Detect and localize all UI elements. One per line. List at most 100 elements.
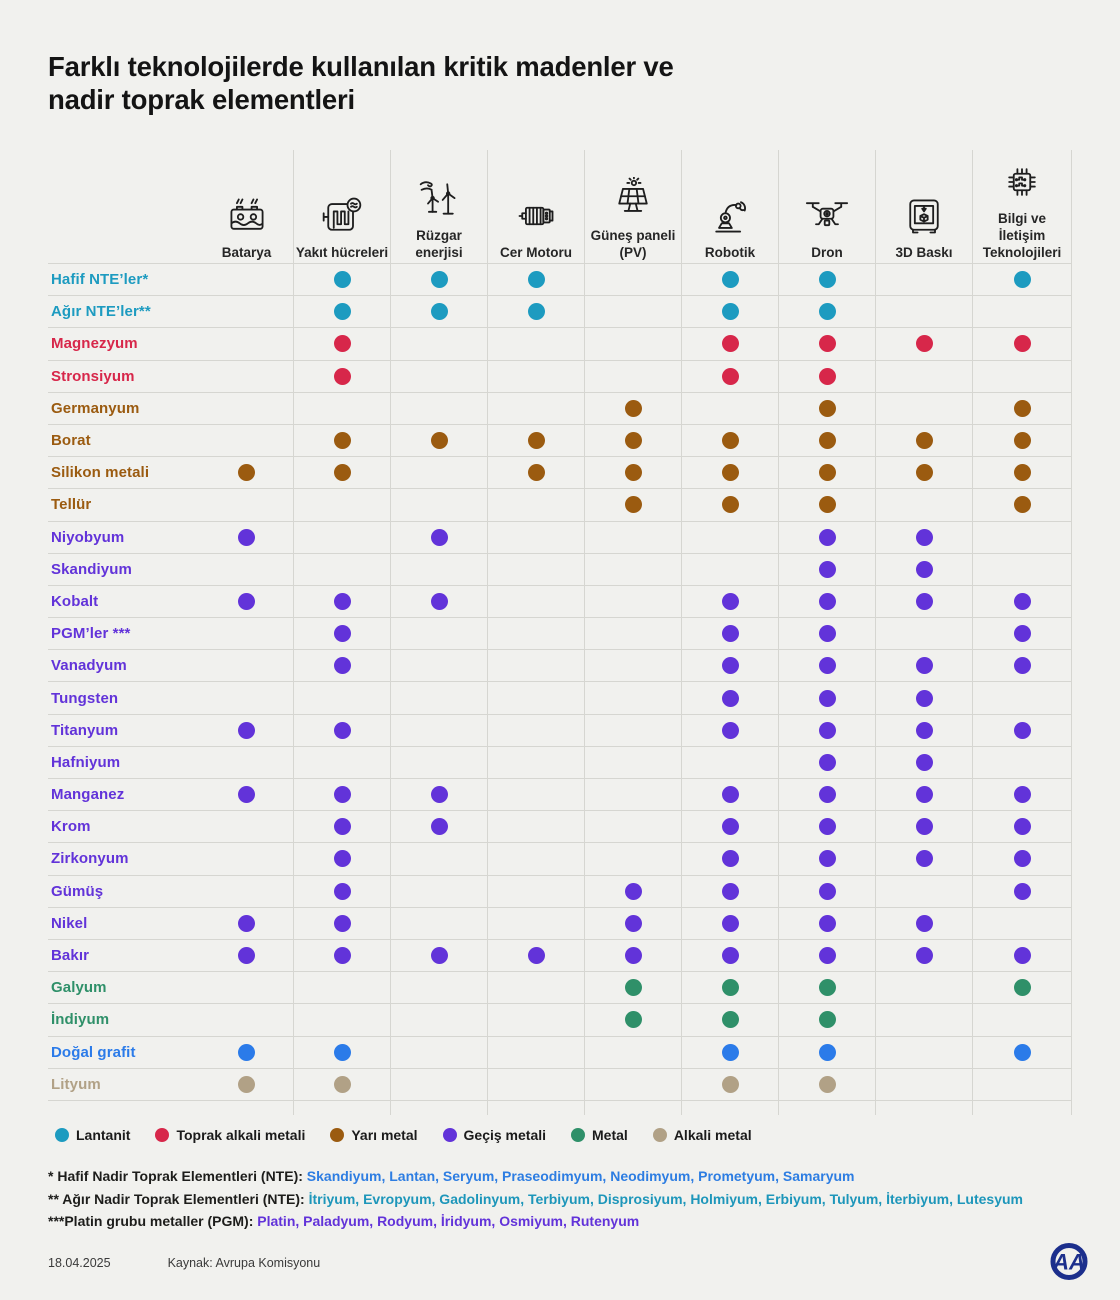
- matrix-cell: [972, 650, 1072, 682]
- matrix-cell: [778, 1004, 875, 1036]
- usage-dot: [818, 625, 836, 643]
- row-label: Tellür: [51, 496, 92, 514]
- usage-dot: [915, 786, 933, 804]
- matrix-cell: [875, 296, 972, 328]
- header-spacer: [48, 150, 200, 268]
- matrix-cell: [200, 876, 293, 907]
- usage-dot: [721, 947, 739, 965]
- matrix-cell: [487, 972, 584, 1004]
- matrix-cell: [293, 714, 390, 746]
- row-label: Niyobyum: [51, 528, 125, 546]
- matrix-cell: [778, 1036, 875, 1068]
- usage-dot: [238, 528, 255, 546]
- column-label: Yakıt hücreleri: [295, 244, 389, 260]
- table-row: Galyum: [48, 972, 1072, 1005]
- usage-dot: [915, 528, 933, 546]
- usage-dot: [333, 882, 351, 900]
- matrix-cell: [293, 360, 390, 392]
- matrix-cell: [293, 1100, 390, 1115]
- matrix-cell: [778, 392, 875, 424]
- matrix-cell: [390, 682, 487, 714]
- matrix-cell: [487, 424, 584, 457]
- matrix-cell: [487, 457, 584, 489]
- matrix-cell: [293, 939, 390, 972]
- matrix-cell: [584, 1068, 681, 1100]
- footnotes: * Hafif Nadir Toprak Elementleri (NTE): …: [48, 1165, 1023, 1233]
- column-header-bilgi: Bilgi ve İletişim Teknolojileri: [972, 150, 1072, 268]
- usage-dot: [238, 1075, 255, 1093]
- table-row: Germanyum: [48, 392, 1072, 425]
- legend-label: Toprak alkali metali: [176, 1127, 306, 1143]
- matrix-cell: [681, 1100, 778, 1115]
- matrix-cell: [584, 811, 681, 843]
- usage-dot: [915, 464, 933, 482]
- minerals-technology-matrix: Batarya Yakıt hücreleri Rüzgar enerjisi Cer…: [48, 150, 1072, 1115]
- matrix-cell: [584, 264, 681, 296]
- matrix-cell: [200, 522, 293, 553]
- usage-dot: [818, 271, 836, 289]
- table-row: Silikon metali: [48, 457, 1072, 490]
- column-label: Cer Motoru: [500, 244, 572, 260]
- usage-dot: [527, 947, 545, 965]
- usage-dot: [721, 818, 739, 836]
- footnote-prefix: * Hafif Nadir Toprak Elementleri (NTE):: [48, 1168, 307, 1184]
- matrix-cell: [584, 424, 681, 457]
- matrix-cell: [390, 392, 487, 424]
- matrix-cell: [200, 908, 293, 939]
- row-label: Krom: [51, 818, 91, 836]
- column-header-cer: Cer Motoru: [487, 150, 584, 268]
- matrix-cell: [390, 521, 487, 553]
- usage-dot: [1013, 625, 1031, 643]
- usage-dot: [624, 464, 642, 482]
- matrix-cell: [200, 1004, 293, 1035]
- row-label: Kobalt: [51, 592, 99, 610]
- matrix-cell: [200, 618, 293, 649]
- matrix-cell: [875, 875, 972, 907]
- legend-label: Metal: [592, 1127, 628, 1143]
- matrix-cell: [584, 746, 681, 778]
- matrix-cell: [972, 875, 1072, 907]
- column-label: Batarya: [221, 244, 272, 260]
- matrix-cell: [875, 746, 972, 778]
- usage-dot: [915, 914, 933, 932]
- matrix-cell: [293, 392, 390, 424]
- column-header-batarya: Batarya: [200, 150, 293, 268]
- row-label: Doğal grafit: [51, 1043, 136, 1061]
- table-row: Borat: [48, 424, 1072, 458]
- matrix-cell: [778, 360, 875, 392]
- usage-dot: [721, 721, 739, 739]
- matrix-cell: [778, 489, 875, 521]
- matrix-cell: [875, 457, 972, 489]
- usage-dot: [721, 1011, 739, 1029]
- chip-icon: [1000, 150, 1044, 204]
- legend: Lantanit Toprak alkali metali Yarı metal Ge…: [55, 1127, 752, 1143]
- usage-dot: [333, 914, 351, 932]
- matrix-cell: [681, 907, 778, 939]
- matrix-cell: [584, 907, 681, 939]
- matrix-cell: [293, 972, 390, 1004]
- legend-dot: [330, 1128, 345, 1142]
- column-label: 3D Baskı: [895, 244, 953, 260]
- matrix-cell: [487, 489, 584, 521]
- matrix-cell: [487, 618, 584, 650]
- solar-panel-icon: [611, 167, 655, 221]
- fuel-cell-icon: [320, 184, 364, 238]
- matrix-cell: [487, 264, 584, 296]
- matrix-cell: [293, 746, 390, 778]
- matrix-cell: [293, 811, 390, 843]
- matrix-cell: [681, 360, 778, 392]
- matrix-cell: [875, 907, 972, 939]
- usage-dot: [430, 432, 448, 450]
- matrix-cell: [972, 1100, 1072, 1115]
- matrix-cell: [778, 521, 875, 553]
- matrix-cell: [875, 843, 972, 875]
- legend-label: Alkali metal: [673, 1127, 752, 1143]
- footnote: ** Ağır Nadir Toprak Elementleri (NTE): …: [48, 1188, 1023, 1211]
- legend-label: Yarı metal: [351, 1127, 418, 1143]
- matrix-cell: [584, 972, 681, 1004]
- matrix-cell: [293, 296, 390, 328]
- publish-date: 18.04.2025: [48, 1256, 111, 1270]
- matrix-cell: [875, 618, 972, 650]
- matrix-cell: [681, 972, 778, 1004]
- matrix-cell: [390, 907, 487, 939]
